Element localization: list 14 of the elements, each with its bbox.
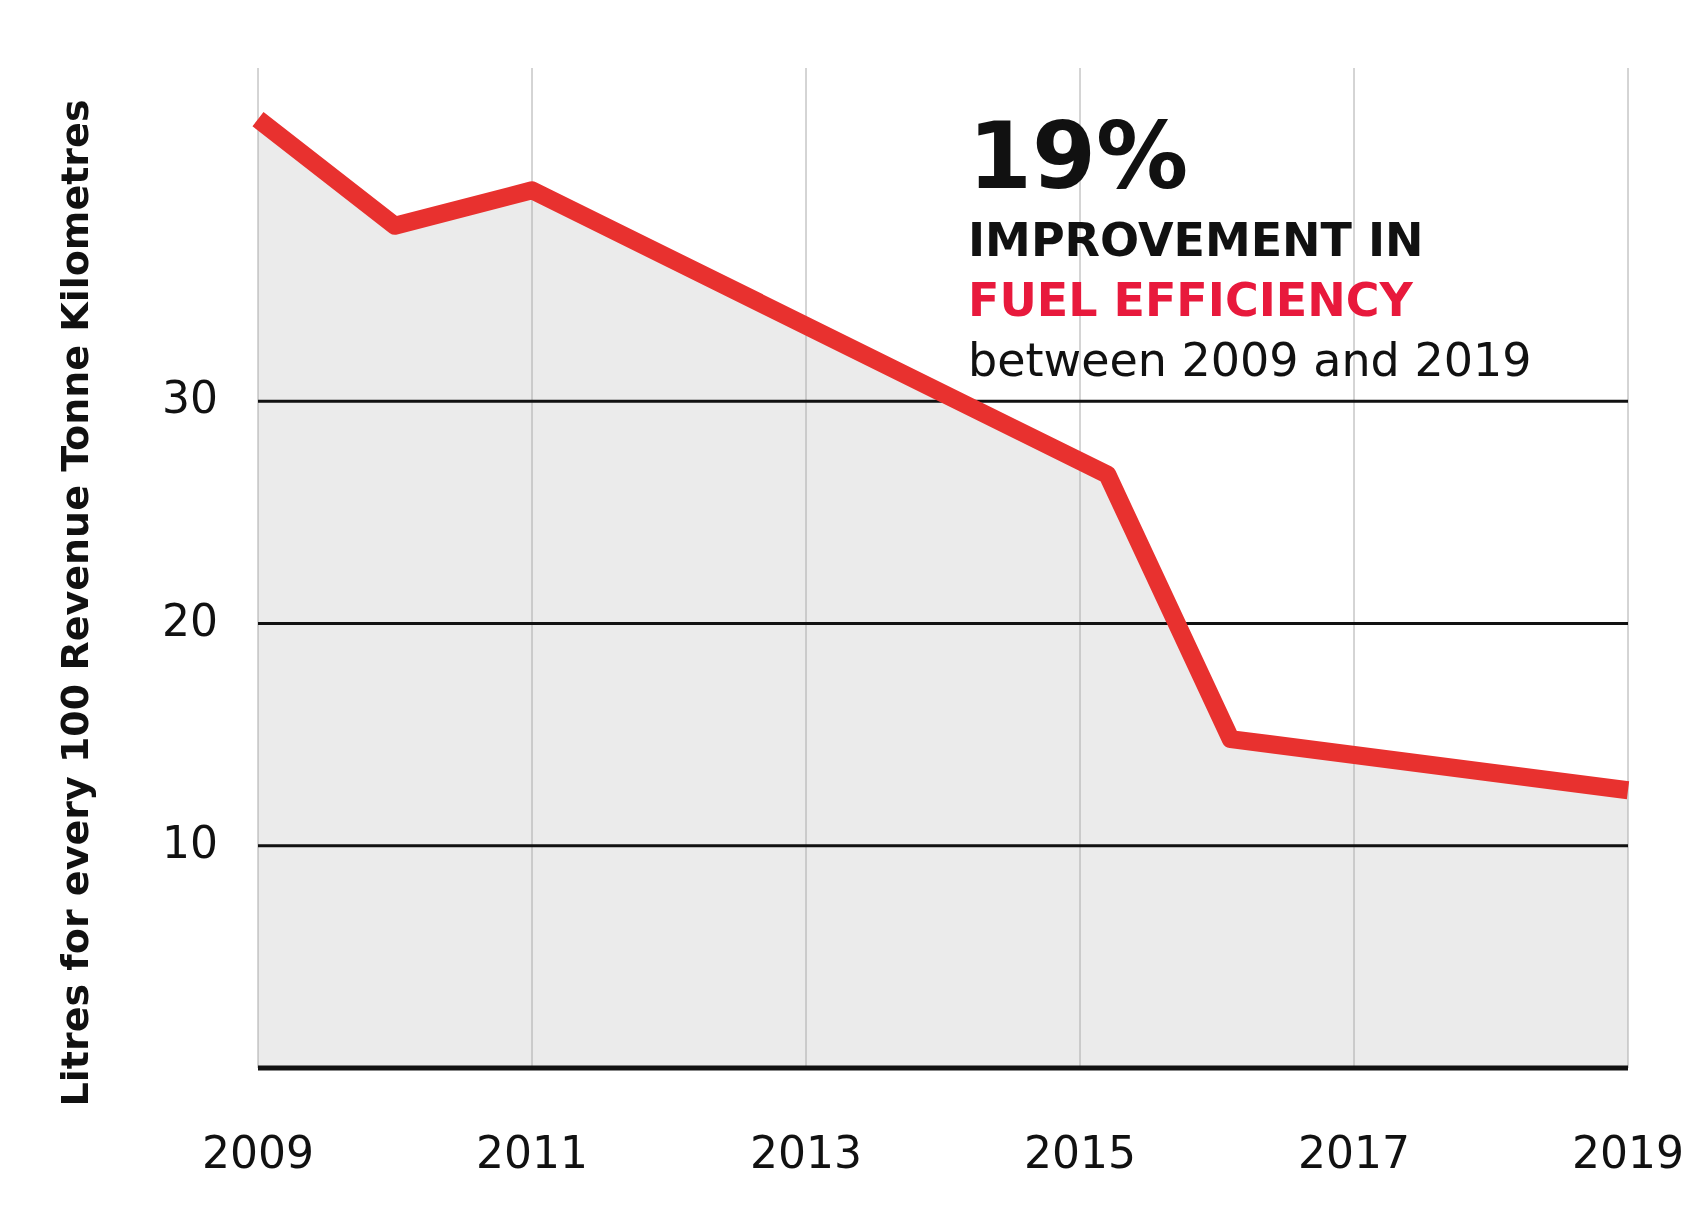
y-tick-label: 10 [162, 816, 218, 868]
x-tick-label: 2015 [1024, 1127, 1136, 1178]
x-tick-label: 2017 [1298, 1127, 1410, 1178]
annotation: between 2009 and 2019 [968, 333, 1532, 387]
annotation: FUEL EFFICIENCY [968, 273, 1414, 327]
annotation: 19% [968, 103, 1189, 210]
x-tick-label: 2013 [750, 1127, 862, 1178]
annotation: IMPROVEMENT IN [968, 213, 1424, 267]
y-axis-title: Litres for every 100 Revenue Tonne Kilometres [53, 99, 97, 1107]
y-tick-label: 30 [162, 372, 218, 424]
y-tick-label: 20 [162, 594, 218, 646]
x-tick-label: 2009 [202, 1127, 314, 1178]
x-tick-label: 2011 [476, 1127, 588, 1178]
x-tick-label: 2019 [1572, 1127, 1684, 1178]
